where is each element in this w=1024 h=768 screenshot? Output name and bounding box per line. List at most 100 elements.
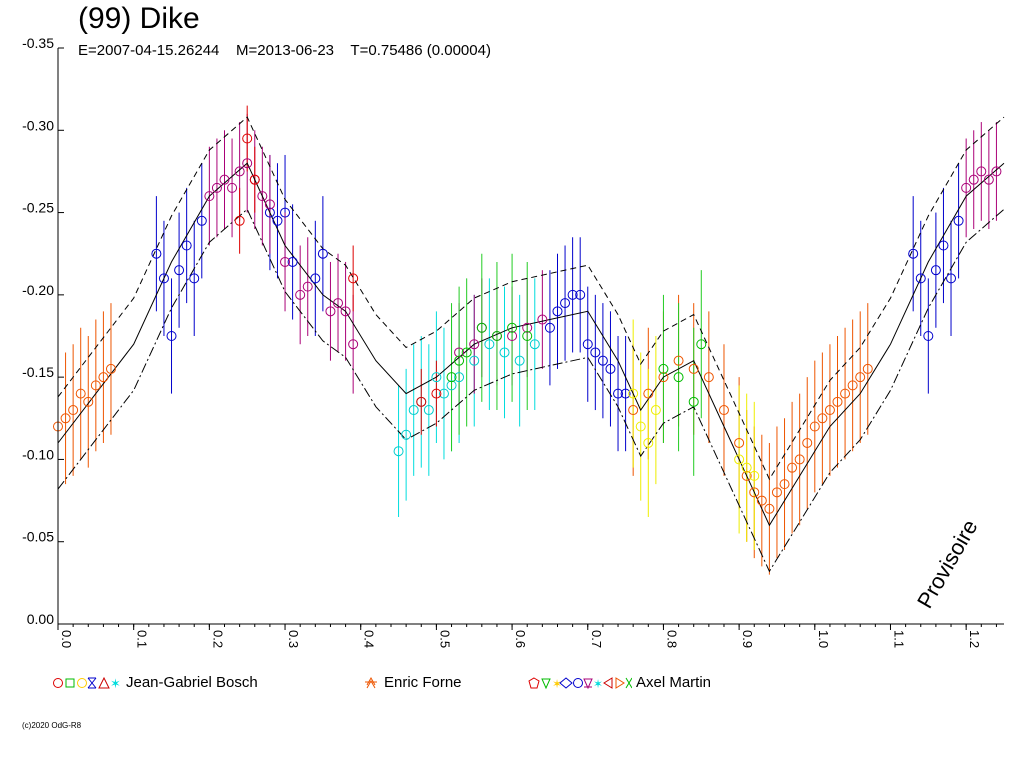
data-point bbox=[968, 174, 979, 185]
data-point bbox=[673, 355, 684, 366]
y-tick-label: -0.25 bbox=[22, 200, 54, 216]
error-bars bbox=[57, 105, 997, 575]
x-ticks: 0.0 0.1 0.2 0.3 0.4 0.5 0.6 0.7 0.8 0.9 1.0 1.1 1.2 bbox=[57, 624, 997, 648]
data-point bbox=[174, 265, 185, 276]
data-point bbox=[620, 388, 631, 399]
data-point bbox=[605, 363, 616, 374]
legend-item-bosch: ✶ Jean-Gabriel Bosch bbox=[52, 674, 258, 691]
data-point bbox=[325, 306, 336, 317]
data-point bbox=[423, 405, 434, 416]
data-point bbox=[976, 166, 987, 177]
copyright-notice: (c)2020 OdG-R8 bbox=[22, 721, 82, 730]
data-point bbox=[454, 347, 465, 358]
data-point bbox=[961, 182, 972, 193]
data-point bbox=[499, 347, 510, 358]
data-point bbox=[734, 454, 745, 465]
data-point bbox=[158, 273, 169, 284]
data-point bbox=[983, 174, 994, 185]
legend-label-bosch: Jean-Gabriel Bosch bbox=[126, 674, 258, 691]
data-point bbox=[151, 248, 162, 259]
legend-item-martin: ✶ ✶ Axel Martin bbox=[528, 674, 711, 691]
data-point bbox=[280, 207, 291, 218]
data-point bbox=[68, 405, 79, 416]
data-point bbox=[401, 429, 412, 440]
data-point bbox=[348, 339, 359, 350]
data-point bbox=[824, 405, 835, 416]
data-point bbox=[582, 339, 593, 350]
legend-symbols-bosch: ✶ bbox=[53, 676, 121, 690]
data-point bbox=[431, 388, 442, 399]
data-point bbox=[431, 372, 442, 383]
legend-label-martin: Axel Martin bbox=[636, 674, 712, 691]
x-tick-label: 0.9 bbox=[740, 630, 755, 648]
data-point bbox=[628, 405, 639, 416]
data-point bbox=[257, 191, 268, 202]
data-point bbox=[552, 306, 563, 317]
data-point bbox=[991, 166, 1002, 177]
data-point bbox=[287, 256, 298, 267]
data-point bbox=[794, 454, 805, 465]
data-point bbox=[317, 248, 328, 259]
axes bbox=[57, 48, 1004, 625]
y-tick-label: -0.30 bbox=[22, 117, 54, 133]
chart-subtitle: E=2007-04-15.26244 M=2013-06-23 T=0.7548… bbox=[78, 42, 491, 59]
data-point bbox=[264, 207, 275, 218]
x-tick-label: 0.7 bbox=[589, 630, 604, 648]
y-tick-label: -0.10 bbox=[22, 446, 54, 462]
data-point bbox=[787, 462, 798, 473]
data-point bbox=[749, 487, 760, 498]
data-point bbox=[242, 158, 253, 169]
data-point bbox=[809, 421, 820, 432]
x-tick-label: 0.3 bbox=[286, 630, 301, 648]
data-point bbox=[446, 372, 457, 383]
data-point bbox=[211, 182, 222, 193]
x-tick-label: 0.5 bbox=[437, 630, 452, 648]
data-point bbox=[310, 273, 321, 284]
data-point bbox=[597, 355, 608, 366]
data-point bbox=[280, 256, 291, 267]
data-point bbox=[105, 363, 116, 374]
data-point bbox=[454, 372, 465, 383]
data-point bbox=[348, 273, 359, 284]
data-point bbox=[340, 306, 351, 317]
legend-item-forne: Enric Forne bbox=[362, 674, 462, 691]
x-tick-label: 0.0 bbox=[59, 630, 74, 648]
data-point bbox=[469, 355, 480, 366]
data-point bbox=[688, 363, 699, 374]
data-point bbox=[953, 215, 964, 226]
data-point bbox=[817, 413, 828, 424]
x-tick-label: 1.1 bbox=[891, 630, 906, 648]
data-point bbox=[771, 487, 782, 498]
model-curve-lower bbox=[57, 208, 1005, 573]
data-points bbox=[53, 133, 1002, 514]
data-point bbox=[219, 174, 230, 185]
data-point bbox=[560, 298, 571, 309]
y-tick-label: 0.00 bbox=[27, 611, 54, 627]
data-point bbox=[476, 322, 487, 333]
data-point bbox=[416, 396, 427, 407]
data-point bbox=[181, 240, 192, 251]
data-point bbox=[461, 347, 472, 358]
data-point bbox=[847, 380, 858, 391]
data-point bbox=[83, 396, 94, 407]
data-point bbox=[514, 355, 525, 366]
y-tick-label: -0.20 bbox=[22, 282, 54, 298]
data-point bbox=[749, 470, 760, 481]
data-point bbox=[855, 372, 866, 383]
data-point bbox=[658, 363, 669, 374]
data-point bbox=[204, 191, 215, 202]
data-point bbox=[189, 273, 200, 284]
y-ticks: 0.00 -0.05 -0.10 -0.15 -0.20 -0.25 -0.30 -0.35 bbox=[22, 35, 64, 627]
data-point bbox=[272, 215, 283, 226]
data-point bbox=[590, 347, 601, 358]
data-point bbox=[703, 372, 714, 383]
data-point bbox=[227, 182, 238, 193]
model-curve bbox=[57, 162, 1005, 527]
chart-title: (99) Dike bbox=[78, 2, 200, 35]
data-point bbox=[764, 503, 775, 514]
legend-symbols-forne bbox=[365, 676, 377, 688]
data-point bbox=[507, 331, 518, 341]
data-point bbox=[302, 281, 313, 292]
data-point bbox=[544, 322, 555, 333]
